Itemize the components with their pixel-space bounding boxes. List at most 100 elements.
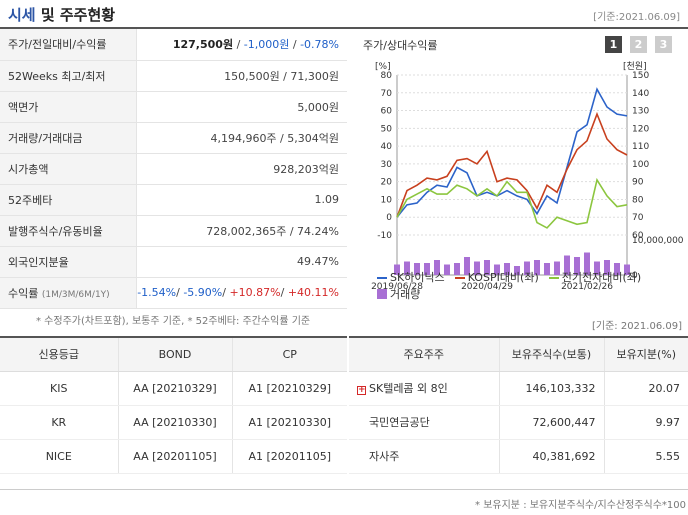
volume-bar: [434, 260, 440, 275]
right-tick-label: 150: [632, 71, 649, 81]
volume-bar: [414, 263, 420, 275]
x-tick-label: 2021/02/26: [561, 282, 613, 292]
x-tick-label: 2020/04/29: [461, 282, 513, 292]
right-tick-label: 90: [632, 178, 644, 188]
table-row: 52Weeks 최고/최저 150,500원 / 71,300원: [0, 60, 347, 92]
table-header-row: 신용등급 BOND CP: [0, 336, 347, 372]
series-line-0: [396, 87, 628, 218]
holder-shares: 72,600,447: [499, 405, 605, 440]
credit-cp: A1 [20210330]: [232, 405, 347, 440]
volume-bar: [424, 263, 430, 275]
row-label: 수익률 (1M/3M/6M/1Y): [0, 277, 138, 309]
price-note: * 수정주가(차트포함), 보통주 기준, * 52주베타: 주간수익률 기준: [36, 316, 311, 327]
col-header: BOND: [118, 336, 233, 372]
base-date-2: [기준: 2021.06.09]: [591, 321, 682, 332]
header-rule: [0, 27, 688, 29]
credit-bond: AA [20210329]: [118, 371, 233, 406]
holder-name: + SK텔레콤 외 8인: [349, 371, 500, 406]
row-label: 발행주식수/유동비율: [0, 215, 138, 247]
chart-period-button-1[interactable]: 1: [605, 36, 622, 53]
holder-pct: 9.97: [604, 405, 688, 440]
col-header: 보유주식수(보통): [499, 336, 605, 372]
chart-panel: 주가/상대수익률 1 2 3 [%] [천원] -10 0 10 20 30 40 50 60 70…: [357, 29, 688, 310]
volume-bar: [474, 261, 480, 275]
holder-pct: 20.07: [604, 371, 688, 406]
volume-bar: [404, 261, 410, 275]
chart-period-button-2[interactable]: 2: [630, 36, 647, 53]
right-tick-label: 80: [632, 195, 644, 205]
volume-bar: [544, 263, 550, 275]
left-tick-label: -10: [377, 231, 392, 241]
shareholder-table: 주요주주 보유주식수(보통) 보유지분(%) + SK텔레콤 외 8인 146,1…: [349, 336, 688, 474]
row-label: 액면가: [0, 91, 138, 123]
section-title: 시세 및 주주현황: [8, 6, 116, 24]
row-label: 거래량/거래대금: [0, 122, 138, 154]
left-tick-label: 40: [381, 142, 393, 152]
legend-item-kospi: KOSPI대비(좌): [454, 269, 539, 285]
chart-legend-volume: 거래량: [377, 286, 430, 302]
expand-plus-icon[interactable]: +: [357, 385, 366, 395]
volume-bar: [604, 260, 610, 275]
table-row: 발행주식수/유동비율 728,002,365주 / 74.24%: [0, 215, 347, 247]
legend-item-elec: 전기전자대비(좌): [548, 269, 641, 285]
table-row: + SK텔레콤 외 8인 146,103,332 20.07: [349, 371, 688, 406]
right-tick-label: 110: [632, 142, 649, 152]
table-row: 국민연금공단 72,600,447 9.97: [349, 405, 688, 440]
right-tick-label: 100: [632, 160, 649, 170]
volume-bar: [564, 255, 570, 275]
col-header: CP: [232, 336, 347, 372]
legend-swatch: [548, 277, 559, 279]
volume-bar: [534, 260, 540, 275]
left-tick-label: 10: [381, 195, 393, 205]
left-tick-label: 50: [381, 124, 393, 134]
chart-period-button-3[interactable]: 3: [655, 36, 672, 53]
col-header: 주요주주: [349, 336, 500, 372]
bottom-rule: [0, 489, 688, 490]
volume-bar: [394, 264, 400, 275]
row-value: 1.09: [136, 184, 347, 216]
row-label: 52주베타: [0, 184, 138, 216]
left-tick-label: 20: [381, 178, 393, 188]
row-value: 4,194,960주 / 5,304억원: [136, 122, 347, 154]
section-header: 시세 및 주주현황 [기준:2021.06.09]: [0, 0, 688, 29]
left-axis-unit: [%]: [375, 62, 391, 72]
table-row: 시가총액 928,203억원: [0, 153, 347, 185]
chart-title: 주가/상대수익률: [363, 39, 438, 52]
volume-bar: [554, 261, 560, 275]
volume-bar: [504, 263, 510, 275]
row-label: 52Weeks 최고/최저: [0, 60, 138, 92]
base-date: [기준:2021.06.09]: [593, 12, 680, 23]
x-tick-label: 2019/06/28: [371, 282, 423, 292]
left-tick-label: 30: [381, 160, 393, 170]
credit-rating-table: 신용등급 BOND CP KIS AA [20210329] A1 [20210…: [0, 336, 347, 474]
volume-bar: [624, 264, 630, 275]
credit-bond: AA [20201105]: [118, 439, 233, 474]
credit-agency: NICE: [0, 439, 119, 474]
legend-item-volume: 거래량: [377, 286, 420, 302]
holding-note: * 보유지분 : 보유지분주식수/지수산정주식수*100: [475, 500, 686, 511]
row-value: 928,203억원: [136, 153, 347, 185]
row-value: -1.54%/ -5.90%/ +10.87%/ +40.11%: [136, 277, 347, 309]
volume-min-label: 0: [632, 271, 638, 281]
volume-bar: [514, 266, 520, 275]
legend-swatch: [377, 277, 387, 279]
row-label: 외국인지분율: [0, 246, 138, 278]
row-value: 49.47%: [136, 246, 347, 278]
left-tick-label: 70: [381, 89, 393, 99]
credit-bond: AA [20210330]: [118, 405, 233, 440]
row-label: 시가총액: [0, 153, 138, 185]
right-tick-label: 60: [632, 231, 644, 241]
chart-legend: SK하이닉스 KOSPI대비(좌) 전기전자대비(좌): [377, 269, 651, 285]
row-value: 150,500원 / 71,300원: [136, 60, 347, 92]
volume-bar: [524, 261, 530, 275]
holder-pct: 5.55: [604, 439, 688, 474]
left-tick-label: 0: [386, 213, 392, 223]
credit-agency: KIS: [0, 371, 119, 406]
volume-bar: [614, 263, 620, 275]
volume-bar: [454, 263, 460, 275]
row-label: 주가/전일대비/수익률: [0, 29, 138, 61]
right-tick-label: 140: [632, 89, 649, 99]
table-row: KR AA [20210330] A1 [20210330]: [0, 405, 347, 440]
credit-cp: A1 [20201105]: [232, 439, 347, 474]
credit-agency: KR: [0, 405, 119, 440]
